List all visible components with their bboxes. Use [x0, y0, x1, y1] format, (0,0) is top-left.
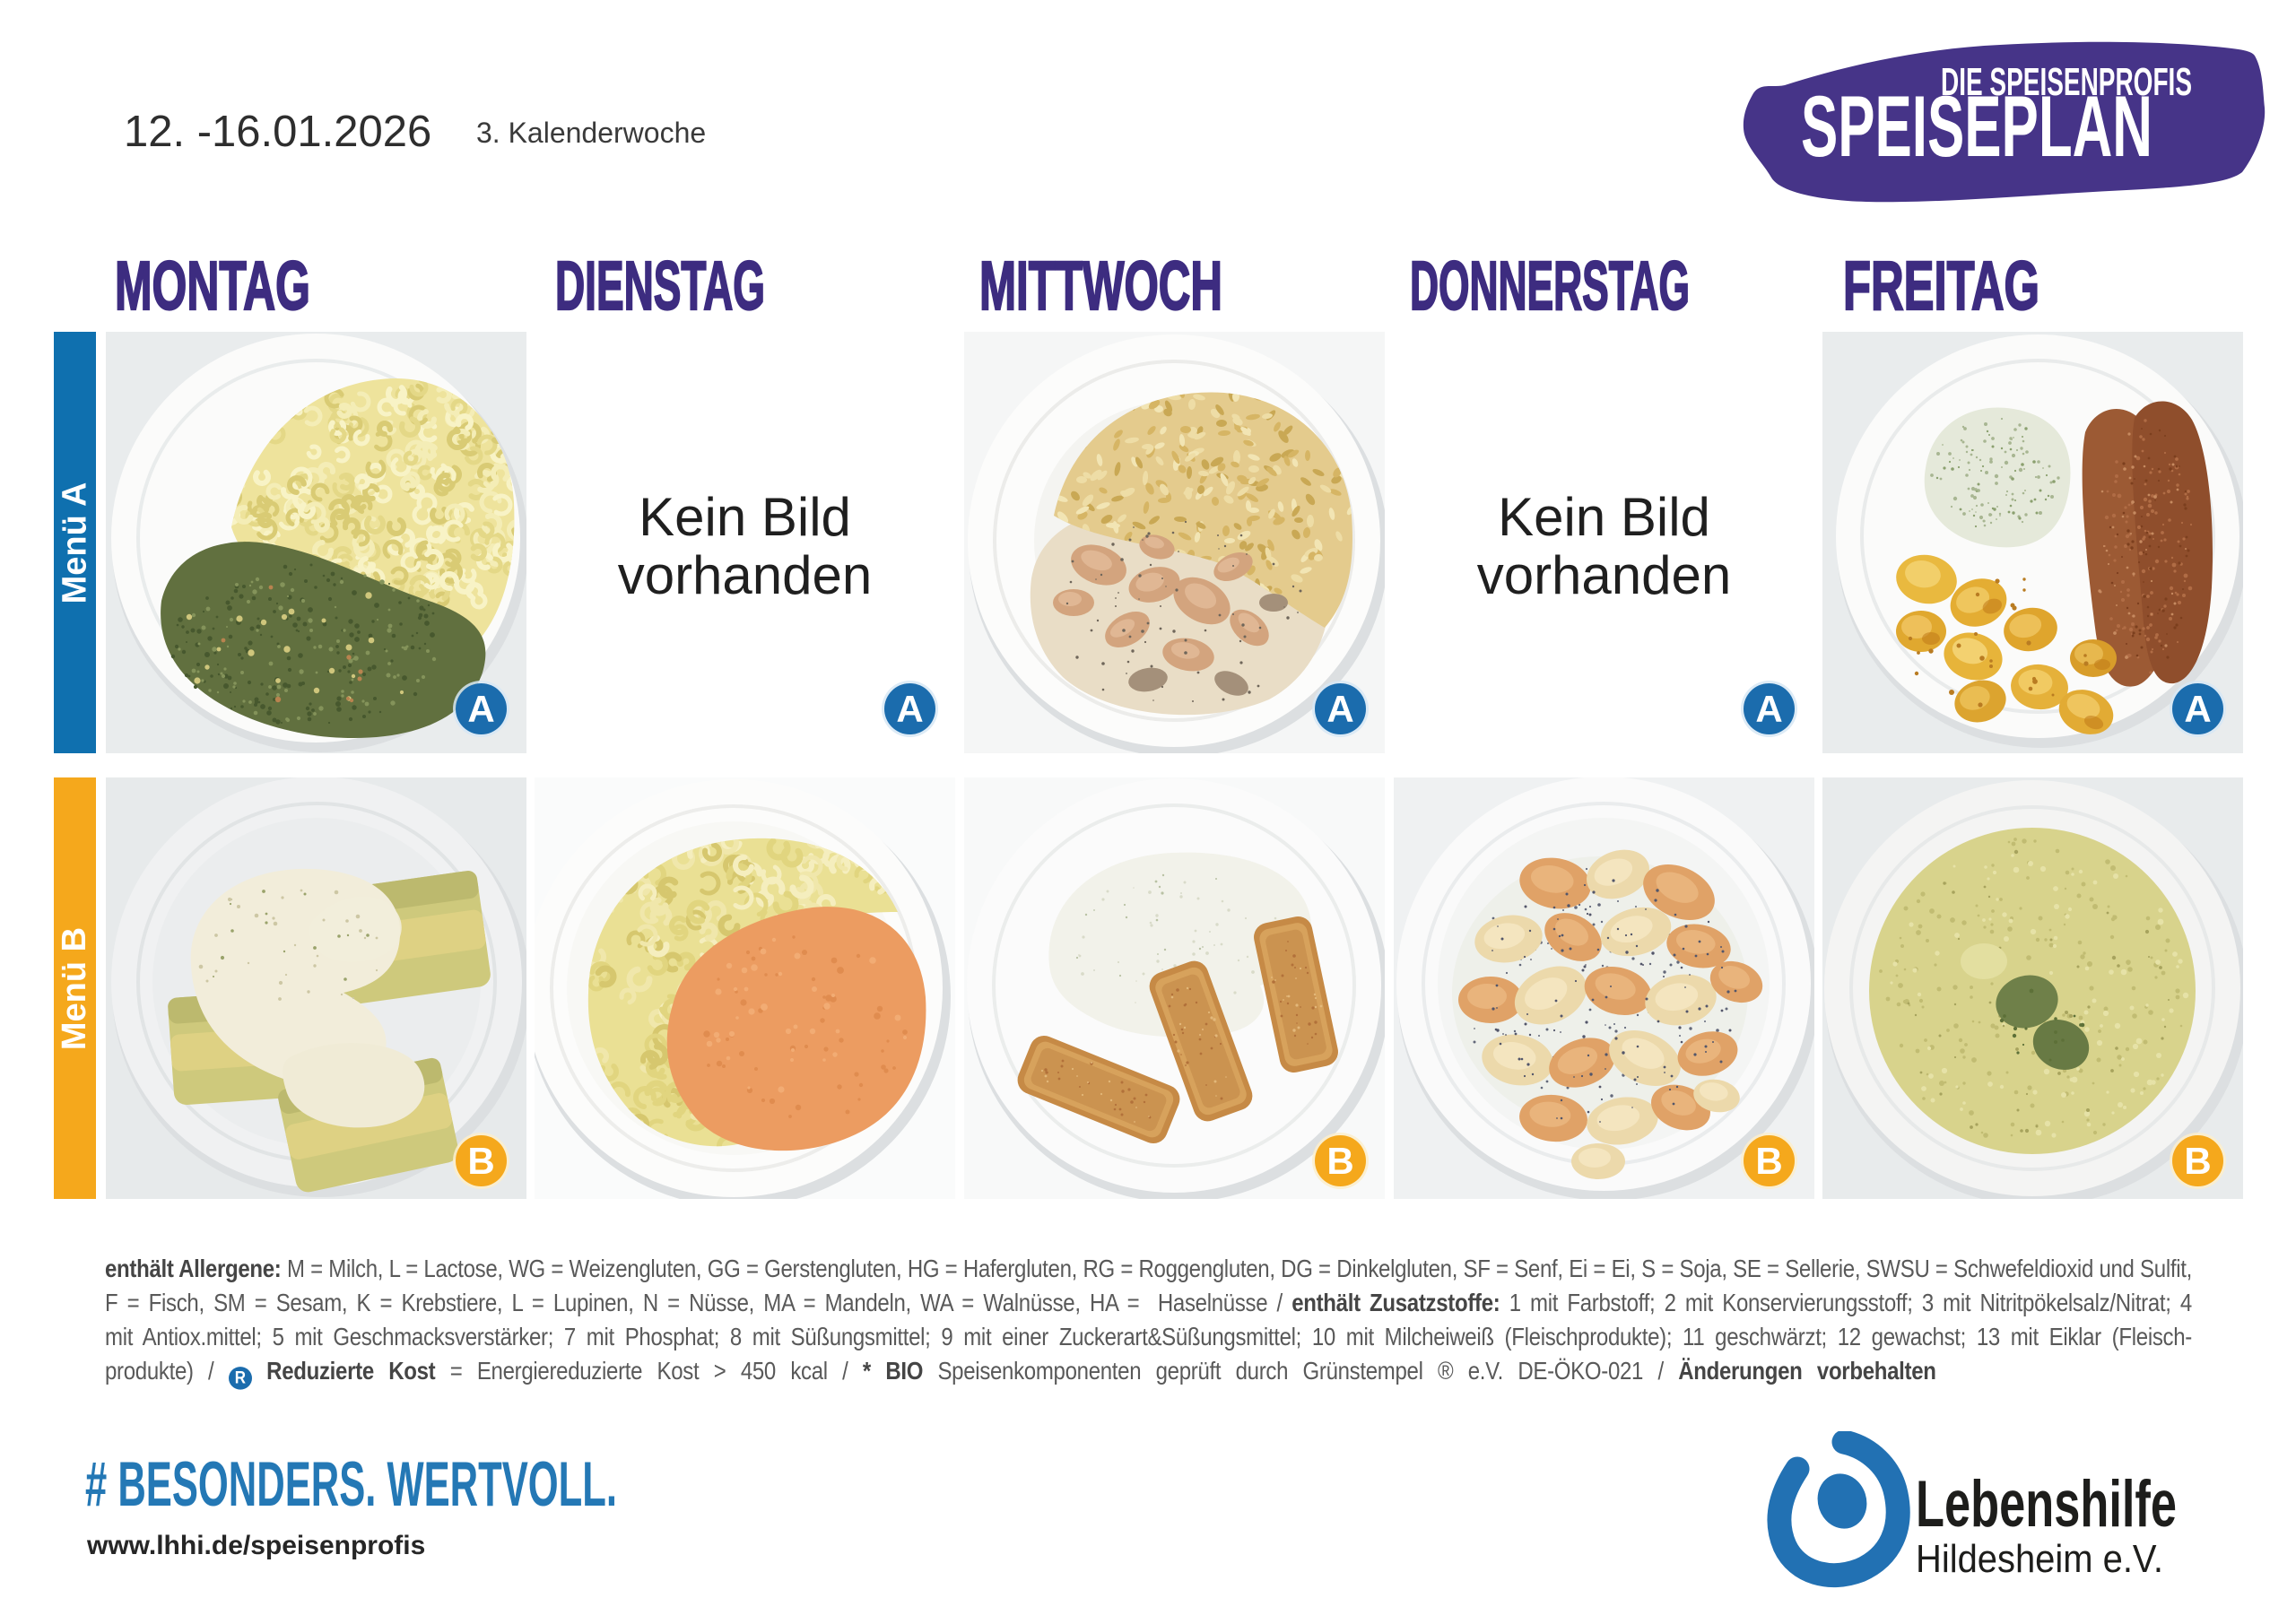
svg-text:MITTWOCH: MITTWOCH — [979, 259, 1222, 315]
svg-text:FREITAG: FREITAG — [1843, 259, 2039, 315]
svg-text:Lebenshilfe: Lebenshilfe — [1916, 1468, 2177, 1541]
svg-text:DIE SPEISENPROFIS: DIE SPEISENPROFIS — [1941, 60, 2192, 104]
svg-text:MONTAG: MONTAG — [115, 259, 310, 315]
svg-text:SPEISEPLAN: SPEISEPLAN — [1801, 79, 2152, 176]
svg-text:DONNERSTAG: DONNERSTAG — [1410, 259, 1690, 315]
svg-text:# BESONDERS. WERTVOLL.: # BESONDERS. WERTVOLL. — [85, 1456, 617, 1520]
svg-text:Hildesheim e.V.: Hildesheim e.V. — [1916, 1537, 2163, 1581]
svg-text:DIENSTAG: DIENSTAG — [555, 259, 765, 315]
